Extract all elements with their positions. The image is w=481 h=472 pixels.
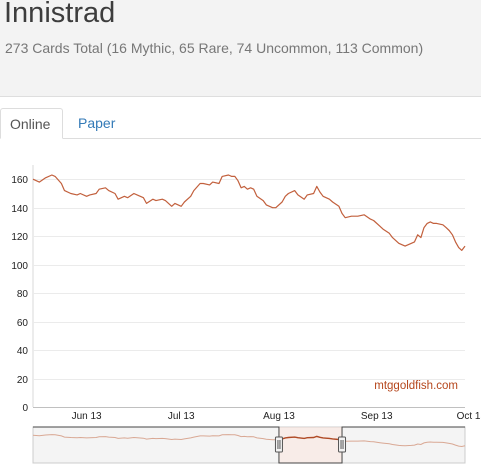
- x-tick-label: Sep 13: [361, 411, 393, 422]
- y-tick-label: 40: [17, 346, 29, 357]
- y-tick-label: 80: [17, 289, 29, 300]
- watermark-text: mtggoldfish.com: [374, 380, 458, 392]
- y-tick-label: 0: [22, 403, 28, 414]
- card-count-summary: 273 Cards Total (16 Mythic, 65 Rare, 74 …: [5, 40, 424, 56]
- format-tabs: Online Paper: [0, 108, 481, 139]
- y-tick-label: 140: [11, 204, 28, 215]
- y-tick-label: 60: [17, 318, 29, 329]
- y-tick-label: 20: [17, 375, 29, 386]
- set-title: Innistrad: [4, 0, 116, 29]
- navigator-selected-range[interactable]: [278, 427, 343, 463]
- set-header: Innistrad 273 Cards Total (16 Mythic, 65…: [0, 0, 481, 97]
- y-tick-label: 120: [11, 232, 28, 243]
- navigator-handle-right[interactable]: [338, 436, 347, 453]
- tab-paper[interactable]: Paper: [78, 115, 116, 131]
- x-tick-label: Aug 13: [263, 411, 295, 422]
- price-history-chart: 0 20 40 60 80 100 120 140 160 Jun 13 Jul 13 Aug 13 S…: [11, 165, 481, 464]
- x-tick-label: Oct 13: [457, 411, 481, 422]
- y-tick-label: 160: [11, 175, 28, 186]
- y-tick-label: 100: [11, 261, 28, 272]
- navigator-handle-left[interactable]: [274, 436, 283, 453]
- navigator-outline: [33, 426, 465, 464]
- x-tick-label: Jul 13: [168, 411, 195, 422]
- price-line: [32, 174, 466, 251]
- tab-online[interactable]: Online: [0, 108, 63, 139]
- navigator-selected-line: [281, 435, 343, 442]
- x-tick-label: Jun 13: [72, 411, 102, 422]
- navigator-line: [32, 434, 466, 448]
